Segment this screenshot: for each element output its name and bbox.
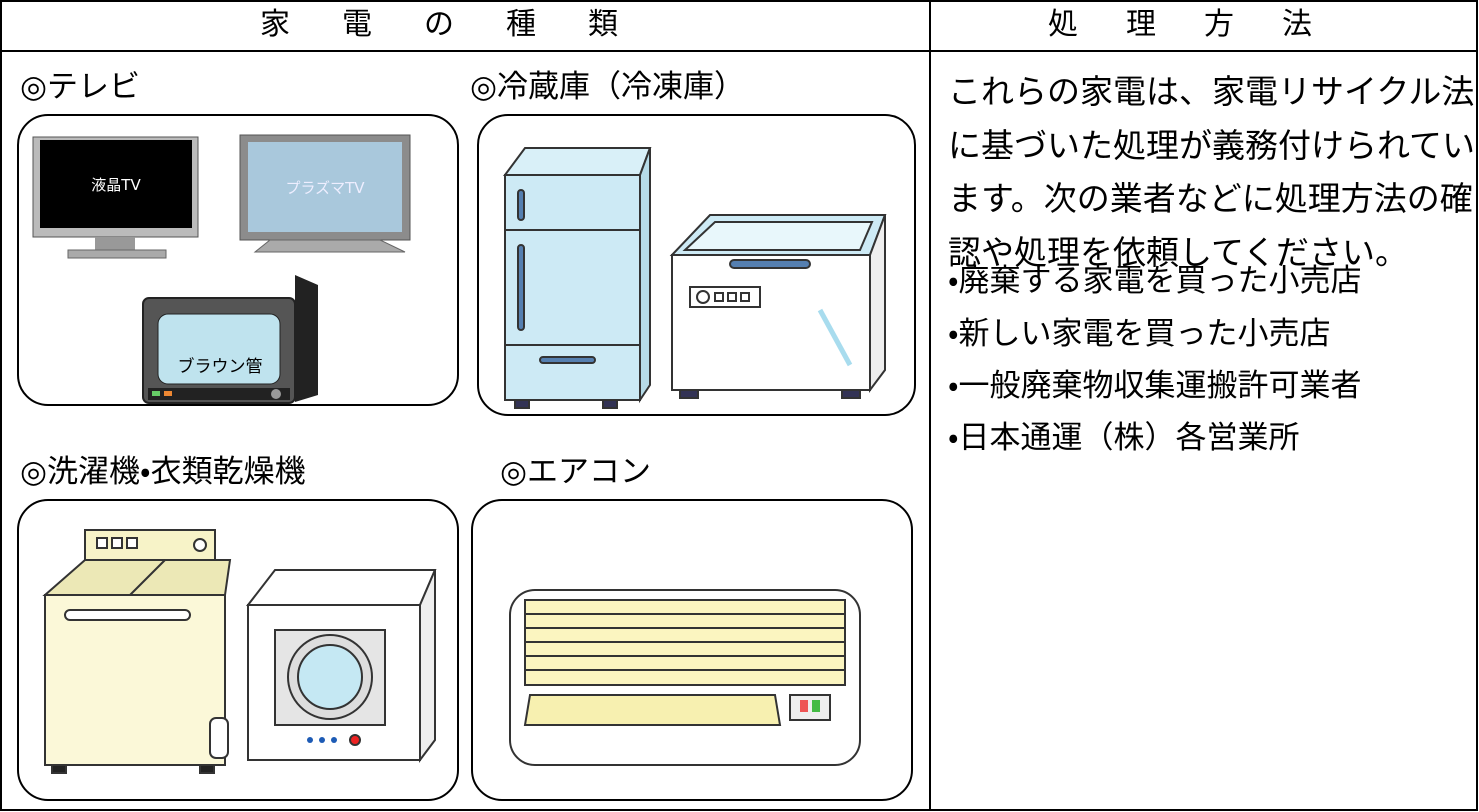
tv-label: ブラウン管	[178, 356, 263, 377]
category-label: ◎エアコン	[500, 454, 652, 490]
tv-label: プラズマTV	[285, 179, 365, 197]
washing-machine	[42, 529, 232, 774]
dryer	[245, 569, 437, 763]
header-cell: 処理方法	[1048, 7, 1360, 42]
crt-tv: ブラウン管	[142, 275, 318, 404]
header-cell: 家電の種類	[260, 7, 670, 42]
lcd-tv: 液晶TV	[32, 136, 199, 259]
refrigerator	[503, 147, 652, 409]
tv-label: 液晶TV	[91, 176, 141, 194]
plasma-tv: プラズマTV	[239, 134, 411, 253]
method-item: ・日本通運（株）各営業所	[948, 420, 1300, 456]
category-label: ◎冷蔵庫（冷凍庫）	[470, 69, 746, 105]
air-conditioner	[509, 589, 861, 766]
method-text: これらの家電は、家電リサイクル法に基づいた処理が義務付けられています。次の業者な…	[948, 72, 1476, 272]
method-item: ・新しい家電を買った小売店	[948, 316, 1331, 352]
method-item: ・一般廃棄物収集運搬許可業者	[948, 368, 1362, 404]
category-label: ◎洗濯機・衣類乾燥機	[20, 454, 306, 490]
method-item: ・廃棄する家電を買った小売店	[948, 263, 1362, 299]
category-label: ◎テレビ	[20, 69, 141, 105]
freezer	[669, 214, 887, 399]
